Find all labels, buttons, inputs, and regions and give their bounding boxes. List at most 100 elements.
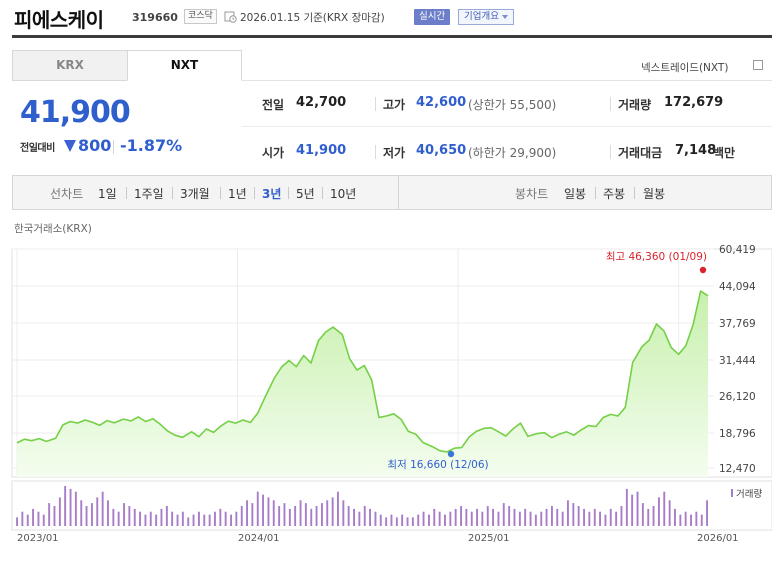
volume-bar (262, 494, 264, 526)
volume-bar (214, 511, 216, 526)
volume-bar (636, 491, 639, 526)
volume-bar (411, 517, 414, 526)
tab-krx[interactable]: KRX (12, 50, 128, 81)
volume-bar (422, 511, 425, 526)
volume-bar (583, 508, 585, 526)
period-separator (220, 187, 221, 199)
candle-monthly[interactable]: 월봉 (643, 187, 666, 201)
volume-bar (37, 511, 40, 526)
low-point-label: 최저 16,660 (12/06) (387, 459, 488, 471)
volume-bar (139, 511, 141, 526)
nextrade-label: 넥스트레이드(NXT) (641, 62, 729, 74)
volume-bar (486, 506, 489, 526)
volume-bar (588, 511, 591, 526)
exchange-label: 한국거래소(KRX) (14, 223, 92, 235)
market-badge: 코스닥 (184, 9, 217, 24)
high-value: 42,600 (416, 95, 467, 110)
volume-bar (321, 503, 323, 526)
volume-bar (551, 506, 553, 526)
volume-bar (219, 508, 222, 526)
volume-bar (358, 511, 361, 526)
period-1d[interactable]: 1일 (98, 187, 117, 201)
volume-bar (256, 491, 259, 526)
change-divider (113, 140, 114, 154)
period-1y[interactable]: 1년 (228, 187, 247, 201)
volume-bar (112, 508, 115, 526)
upper-limit: (상한가 55,500) (468, 98, 557, 112)
volume-value: 172,679 (664, 95, 724, 110)
volume-bar (502, 503, 505, 526)
volume-bar (433, 508, 436, 526)
volume-bar (401, 514, 404, 526)
period-3m[interactable]: 3개월 (180, 187, 210, 201)
volume-bar (641, 503, 644, 526)
volume-bar (165, 506, 168, 526)
volume-bar (304, 503, 307, 526)
change-label: 전일대비 (20, 143, 55, 154)
volume-bar (534, 514, 537, 526)
volume-bar (524, 508, 527, 526)
y-tick-label: 44,094 (719, 281, 756, 293)
company-info-button[interactable]: 기업개요 (458, 9, 514, 25)
volume-bar (107, 500, 109, 526)
y-tick-label: 37,769 (719, 318, 756, 330)
volume-bar (604, 514, 607, 526)
volume-bar (454, 508, 457, 526)
volume-bar (160, 508, 163, 526)
y-tick-label: 26,120 (719, 391, 756, 403)
price-area (17, 291, 708, 477)
volume-bar (101, 491, 104, 526)
period-separator (322, 187, 323, 199)
volume-bar (203, 514, 206, 526)
volume-label: 거래량 (618, 98, 652, 112)
tab-nxt[interactable]: NXT (127, 50, 242, 81)
change-amount: 800 (78, 136, 112, 155)
volume-bar (128, 506, 131, 526)
volume-bar (278, 506, 281, 526)
period-3y[interactable]: 3년 (262, 187, 282, 201)
tab-underline (242, 80, 772, 81)
volume-bar (444, 514, 446, 526)
volume-bar (315, 506, 318, 526)
base-date: 2026.01.15 기준(KRX 장마감) (240, 12, 385, 24)
volume-bar (658, 497, 660, 526)
clock-icon (224, 11, 237, 23)
volume-bar (16, 517, 18, 526)
volume-bar (123, 503, 125, 526)
volume-bar (149, 511, 152, 526)
volume-bar (310, 508, 313, 526)
candle-weekly[interactable]: 주봉 (603, 187, 626, 201)
realtime-badge[interactable]: 실시간 (414, 9, 451, 25)
volume-bar (572, 503, 575, 526)
volume-bar (326, 500, 329, 526)
candle-daily[interactable]: 일봉 (564, 187, 587, 201)
current-price: 41,900 (20, 95, 131, 130)
volume-bar (518, 511, 521, 526)
volume-bar (96, 497, 99, 526)
nextrade-checkbox[interactable] (753, 60, 763, 70)
volume-bar (176, 514, 179, 526)
volume-bar (529, 511, 532, 526)
volume-bar (246, 500, 248, 526)
amount-label: 거래대금 (618, 146, 663, 160)
volume-bar (283, 503, 286, 526)
volume-bar (492, 508, 494, 526)
period-10y[interactable]: 10년 (330, 187, 357, 201)
volume-bar (91, 503, 93, 526)
period-5y[interactable]: 5년 (296, 187, 315, 201)
period-separator (288, 187, 289, 199)
period-separator (634, 187, 635, 199)
volume-bar (385, 517, 388, 526)
volume-bar (449, 511, 452, 526)
open-label: 시가 (262, 146, 285, 160)
line-chart-label: 선차트 (50, 187, 84, 201)
volume-legend: 거래량 (736, 488, 762, 500)
low-label: 저가 (383, 146, 406, 160)
volume-bar (299, 500, 302, 526)
volume-bar (337, 491, 339, 526)
volume-bar (240, 506, 243, 526)
x-tick-label: 2026/01 (697, 533, 739, 544)
volume-bar (545, 508, 548, 526)
volume-bar (620, 506, 623, 526)
period-1w[interactable]: 1주일 (134, 187, 164, 201)
